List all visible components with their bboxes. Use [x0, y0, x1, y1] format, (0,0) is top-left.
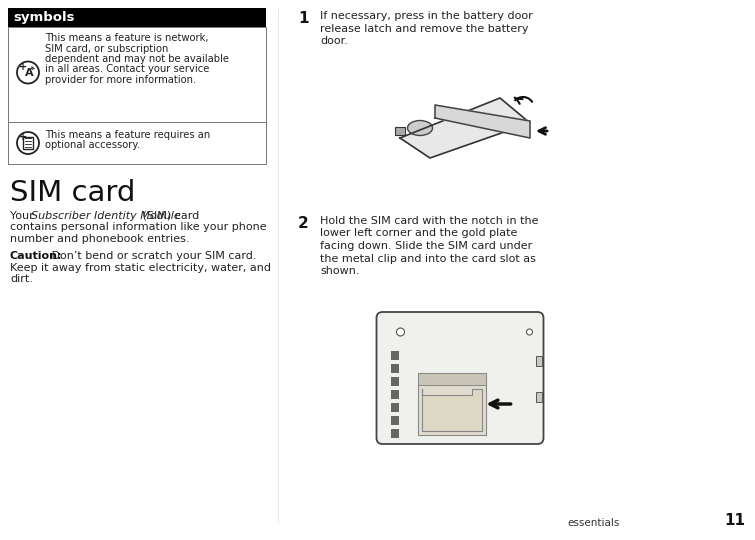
Text: shown.: shown. — [320, 266, 359, 276]
Bar — [8, 122, 266, 164]
Text: lower left corner and the gold plate: lower left corner and the gold plate — [320, 228, 517, 239]
Text: essentials: essentials — [568, 518, 620, 528]
Ellipse shape — [408, 120, 433, 136]
Text: symbols: symbols — [13, 11, 75, 24]
Text: Don’t bend or scratch your SIM card.: Don’t bend or scratch your SIM card. — [48, 251, 257, 261]
Circle shape — [17, 132, 39, 154]
Bar — [390, 377, 399, 386]
Bar — [390, 416, 399, 425]
Polygon shape — [400, 98, 530, 158]
Text: optional accessory.: optional accessory. — [45, 140, 140, 151]
Bar — [395, 127, 405, 135]
Text: SIM card, or subscription: SIM card, or subscription — [45, 44, 168, 53]
Bar — [390, 364, 399, 373]
FancyBboxPatch shape — [377, 312, 544, 444]
Text: If necessary, press in the battery door: If necessary, press in the battery door — [320, 11, 533, 21]
Bar — [390, 390, 399, 399]
Text: SIM card: SIM card — [10, 179, 135, 207]
Bar — [418, 373, 485, 435]
Text: This means a feature is network,: This means a feature is network, — [45, 33, 208, 43]
Text: (SIM) card: (SIM) card — [139, 211, 199, 221]
Text: dependent and may not be available: dependent and may not be available — [45, 54, 229, 64]
Text: the metal clip and into the card slot as: the metal clip and into the card slot as — [320, 253, 536, 264]
Text: dirt.: dirt. — [10, 274, 33, 284]
Text: contains personal information like your phone: contains personal information like your … — [10, 222, 267, 233]
Text: Hold the SIM card with the notch in the: Hold the SIM card with the notch in the — [320, 216, 538, 226]
Circle shape — [526, 329, 532, 335]
Text: 1: 1 — [298, 11, 309, 26]
Text: +: + — [19, 62, 27, 71]
Bar — [8, 8, 266, 27]
Bar — [418, 373, 485, 385]
Text: in all areas. Contact your service: in all areas. Contact your service — [45, 64, 209, 75]
Bar — [23, 137, 33, 149]
Text: This means a feature requires an: This means a feature requires an — [45, 130, 210, 140]
Text: 2: 2 — [298, 216, 309, 231]
Polygon shape — [421, 389, 482, 431]
Bar — [390, 351, 399, 360]
Bar — [8, 27, 266, 122]
Bar — [390, 429, 399, 438]
Text: A: A — [25, 69, 33, 78]
Text: 11: 11 — [724, 513, 745, 528]
Text: Keep it away from static electricity, water, and: Keep it away from static electricity, wa… — [10, 263, 271, 273]
Circle shape — [396, 328, 405, 336]
Bar — [535, 356, 541, 366]
Circle shape — [17, 62, 39, 84]
Text: Your: Your — [10, 211, 37, 221]
Polygon shape — [435, 105, 530, 138]
Text: release latch and remove the battery: release latch and remove the battery — [320, 24, 528, 33]
Text: facing down. Slide the SIM card under: facing down. Slide the SIM card under — [320, 241, 532, 251]
Text: provider for more information.: provider for more information. — [45, 75, 196, 85]
Bar — [390, 403, 399, 412]
Bar — [535, 392, 541, 402]
Text: door.: door. — [320, 36, 348, 46]
Text: number and phonebook entries.: number and phonebook entries. — [10, 234, 190, 244]
Text: Caution:: Caution: — [10, 251, 63, 261]
Text: Subscriber Identity Module: Subscriber Identity Module — [31, 211, 180, 221]
Text: +: + — [19, 132, 27, 142]
Circle shape — [446, 424, 454, 432]
